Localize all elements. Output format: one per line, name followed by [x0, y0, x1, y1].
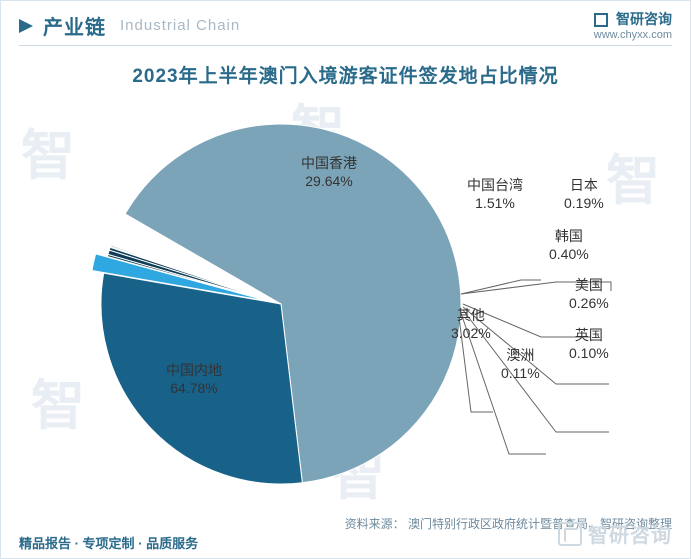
- chart-container: 智智智智智 产业链 Industrial Chain 智研咨询 www.chyx…: [0, 0, 691, 559]
- chart-title: 2023年上半年澳门入境游客证件签发地占比情况: [1, 61, 690, 88]
- slice-label: 中国香港29.64%: [301, 154, 357, 190]
- footer-watermark-icon: [558, 522, 582, 546]
- brand-url: www.chyxx.com: [594, 29, 672, 41]
- footer-watermark: 智研咨询: [558, 519, 672, 548]
- header-triangle-icon: [19, 19, 33, 33]
- header: 产业链 Industrial Chain: [19, 11, 240, 40]
- slice-label: 美国0.26%: [569, 276, 609, 312]
- footer-left-text: 精品报告 · 专项定制 · 品质服务: [19, 533, 198, 552]
- slice-label: 澳洲0.11%: [501, 346, 540, 382]
- brand-name: 智研咨询: [616, 11, 672, 27]
- header-title-main: 产业链: [43, 11, 106, 40]
- slice-label: 韩国0.40%: [549, 227, 589, 263]
- slice-label: 中国内地64.78%: [166, 361, 222, 397]
- header-title-en: Industrial Chain: [120, 17, 240, 34]
- slice-label: 英国0.10%: [569, 326, 609, 362]
- footer-watermark-text: 智研咨询: [588, 519, 672, 548]
- slice-label: 日本0.19%: [564, 176, 604, 212]
- slice-label: 中国台湾1.51%: [467, 176, 523, 212]
- slice-label: 其他3.02%: [451, 306, 491, 342]
- brand-logo-icon: [594, 13, 608, 27]
- brand-block: 智研咨询 www.chyxx.com: [594, 9, 672, 41]
